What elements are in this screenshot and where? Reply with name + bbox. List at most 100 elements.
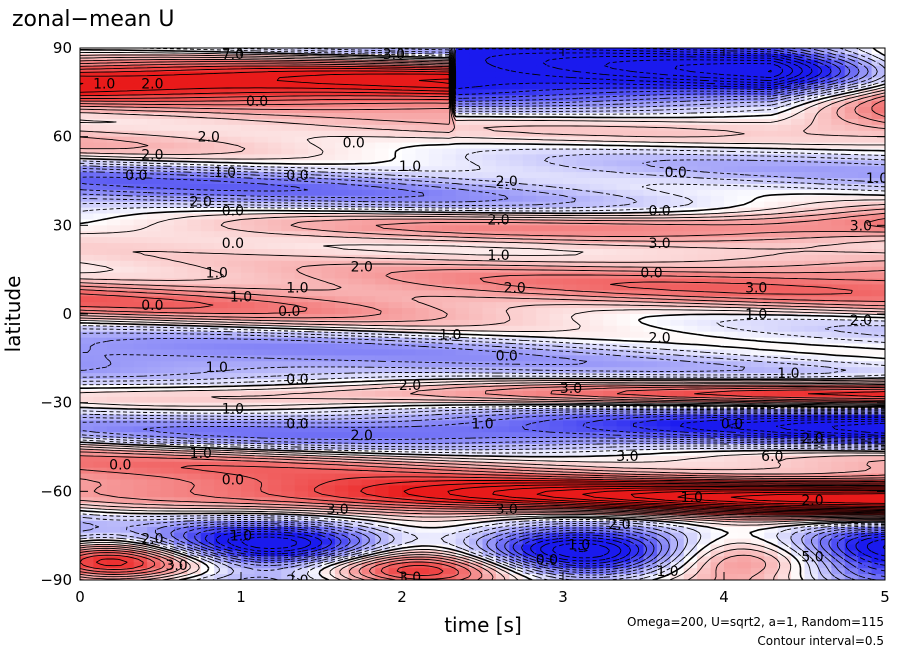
field-cell — [214, 426, 229, 433]
field-cell — [267, 136, 282, 144]
field-cell — [724, 355, 739, 362]
field-cell — [160, 325, 175, 333]
field-cell — [549, 183, 564, 191]
field-cell — [804, 444, 819, 451]
field-cell — [536, 148, 551, 155]
field-cell — [871, 189, 885, 197]
field-cell — [187, 426, 202, 433]
field-cell — [495, 402, 510, 410]
field-cell — [361, 314, 376, 321]
field-cell — [415, 113, 430, 120]
field-cell — [630, 308, 645, 315]
field-cell — [576, 485, 591, 492]
field-cell — [858, 290, 873, 297]
field-cell — [509, 237, 524, 244]
field-cell — [697, 201, 712, 209]
field-cell — [710, 254, 725, 262]
field-cell — [361, 95, 376, 102]
field-cell — [348, 154, 363, 161]
field-cell — [106, 148, 121, 155]
field-cell — [200, 284, 215, 291]
field-cell — [549, 148, 564, 155]
field-cell — [281, 349, 296, 356]
field-cell — [160, 485, 175, 492]
field-cell — [241, 178, 256, 185]
field-cell — [187, 467, 202, 475]
field-cell — [254, 337, 269, 345]
field-cell — [724, 473, 739, 481]
field-cell — [455, 402, 470, 410]
field-cell — [321, 95, 336, 102]
field-cell — [536, 225, 551, 232]
field-cell — [106, 473, 121, 481]
field-cell — [495, 379, 510, 386]
field-cell — [80, 189, 95, 197]
field-cell — [133, 408, 148, 416]
field-cell — [603, 438, 618, 445]
field-cell — [630, 449, 645, 457]
field-cell — [737, 136, 752, 144]
field-cell — [509, 308, 524, 315]
field-cell — [402, 254, 417, 262]
field-cell — [750, 272, 765, 280]
field-cell — [402, 479, 417, 487]
field-cell — [281, 520, 296, 528]
field-cell — [697, 349, 712, 356]
field-cell — [241, 154, 256, 161]
field-cell — [200, 314, 215, 321]
field-cell — [93, 248, 108, 256]
field-cell — [294, 514, 309, 522]
field-cell — [589, 308, 604, 315]
field-cell — [227, 308, 242, 315]
field-cell — [750, 166, 765, 173]
field-cell — [361, 396, 376, 404]
field-cell — [630, 136, 645, 144]
field-cell — [321, 237, 336, 244]
field-cell — [495, 124, 510, 132]
field-cell — [509, 71, 524, 79]
field-cell — [656, 266, 671, 274]
field-cell — [106, 408, 121, 416]
field-cell — [643, 195, 658, 203]
field-cell — [495, 296, 510, 303]
field-cell — [589, 520, 604, 528]
field-cell — [173, 124, 188, 132]
field-cell — [455, 148, 470, 155]
field-cell — [643, 520, 658, 528]
field-cell — [442, 367, 457, 374]
field-cell — [522, 355, 537, 362]
field-cell — [254, 65, 269, 73]
field-cell — [321, 444, 336, 451]
field-cell — [93, 503, 108, 510]
field-cell — [697, 260, 712, 268]
field-cell — [670, 136, 685, 144]
field-cell — [817, 461, 832, 469]
field-cell — [120, 189, 135, 197]
field-cell — [495, 83, 510, 90]
field-cell — [697, 95, 712, 102]
field-cell — [173, 349, 188, 356]
field-cell — [214, 231, 229, 238]
field-cell — [133, 89, 148, 96]
field-cell — [616, 396, 631, 404]
field-cell — [200, 77, 215, 85]
field-cell — [227, 331, 242, 339]
field-cell — [321, 172, 336, 179]
field-cell — [750, 219, 765, 226]
field-cell — [308, 414, 323, 421]
field-cell — [630, 148, 645, 155]
field-cell — [831, 432, 846, 439]
field-cell — [777, 83, 792, 90]
field-cell — [469, 178, 484, 185]
field-cell — [308, 130, 323, 138]
field-cell — [469, 248, 484, 256]
field-cell — [603, 189, 618, 197]
field-cell — [469, 432, 484, 439]
field-cell — [334, 319, 349, 327]
field-cell — [576, 148, 591, 155]
field-cell — [549, 343, 564, 351]
field-cell — [227, 71, 242, 79]
field-cell — [710, 89, 725, 96]
field-cell — [308, 390, 323, 398]
field-cell — [791, 160, 806, 167]
